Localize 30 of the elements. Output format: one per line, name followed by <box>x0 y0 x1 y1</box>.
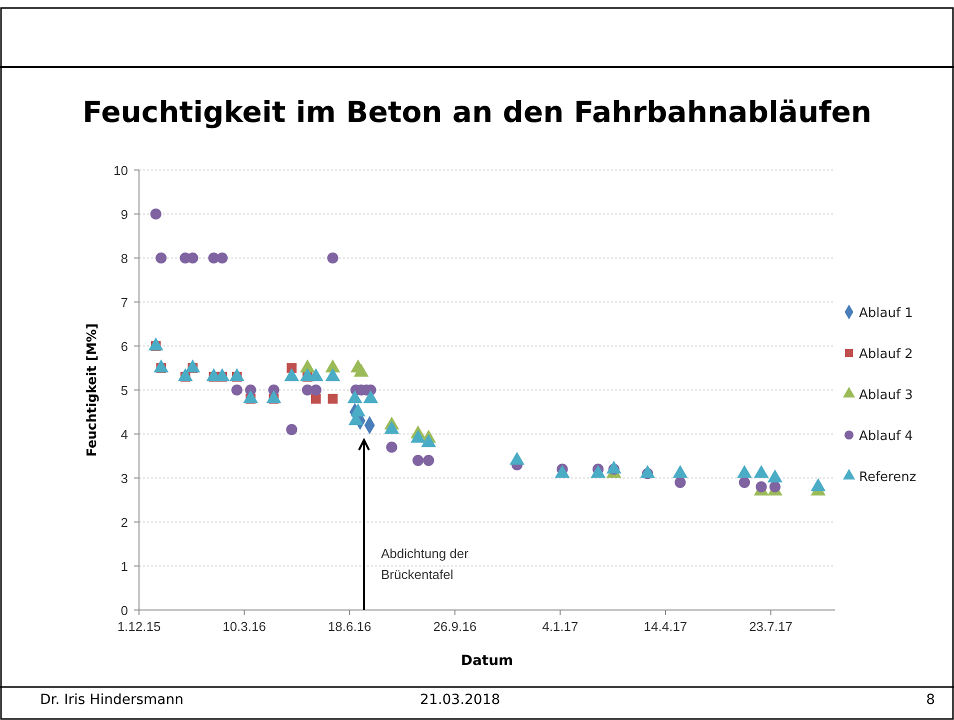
x-tick-label: 1.12.15 <box>117 619 161 634</box>
y-tick-label: 1 <box>120 559 128 574</box>
y-axis-title: Feuchtigkeit [M%] <box>85 323 100 457</box>
legend-label: Ablauf 4 <box>859 429 913 444</box>
x-tick-label: 26.9.16 <box>433 619 477 634</box>
legend-label: Referenz <box>859 470 916 485</box>
x-tick-label: 10.3.16 <box>222 619 266 634</box>
x-tick-label: 18.6.16 <box>328 619 372 634</box>
y-tick-label: 9 <box>120 207 128 222</box>
y-tick-label: 4 <box>120 427 128 442</box>
text: 21.03.2018 <box>420 692 500 708</box>
y-tick-label: 10 <box>114 163 128 178</box>
annotation: Abdichtung der Brückentafel <box>381 546 470 582</box>
y-tick-label: 3 <box>120 471 128 486</box>
y-tick-label: 6 <box>120 339 128 354</box>
y-tick-label: 2 <box>120 515 128 530</box>
y-tick-label: 7 <box>120 295 128 310</box>
legend-label: Ablauf 1 <box>859 306 913 321</box>
x-tick-label: 4.1.17 <box>542 619 578 634</box>
x-axis-title: Datum <box>460 653 514 669</box>
y-tick-label: 8 <box>120 251 128 266</box>
chart-title: Feuchtigkeit im Beton an den Fahrbahnabläufen <box>82 95 872 129</box>
text: 8 <box>926 692 935 708</box>
text: Dr. Iris Hindersmann <box>40 692 184 708</box>
x-tick-label: 23.7.17 <box>749 619 792 634</box>
y-tick-label: 0 <box>120 603 128 618</box>
legend-label: Ablauf 2 <box>859 347 913 362</box>
y-tick-label: 5 <box>120 383 128 398</box>
legend-label: Ablauf 3 <box>859 388 913 403</box>
x-tick-label: 14.4.17 <box>644 619 688 634</box>
